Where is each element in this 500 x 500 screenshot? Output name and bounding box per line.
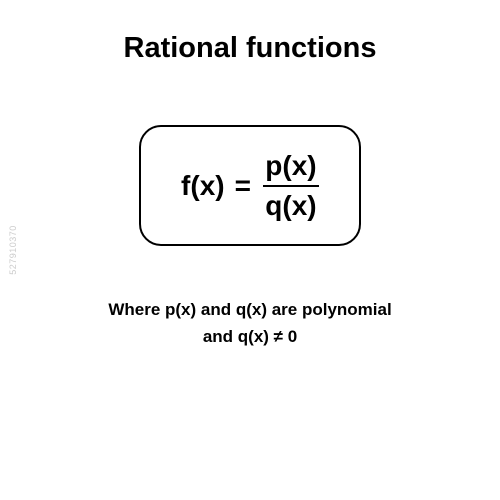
main-container: Rational functions f(x) = p(x) q(x) Wher… bbox=[0, 0, 500, 500]
equals-sign: = bbox=[235, 170, 251, 202]
denominator: q(x) bbox=[265, 187, 316, 223]
numerator: p(x) bbox=[265, 149, 316, 185]
description: Where p(x) and q(x) are polynomial and q… bbox=[108, 296, 391, 350]
page-title: Rational functions bbox=[124, 32, 377, 65]
formula-lhs: f(x) bbox=[181, 170, 225, 202]
description-line-1: Where p(x) and q(x) are polynomial bbox=[108, 296, 391, 323]
fraction: p(x) q(x) bbox=[263, 149, 319, 222]
formula: f(x) = p(x) q(x) bbox=[181, 149, 319, 222]
watermark-id: 527910370 bbox=[8, 225, 18, 275]
description-line-2: and q(x) ≠ 0 bbox=[108, 323, 391, 350]
formula-box: f(x) = p(x) q(x) bbox=[139, 125, 361, 246]
